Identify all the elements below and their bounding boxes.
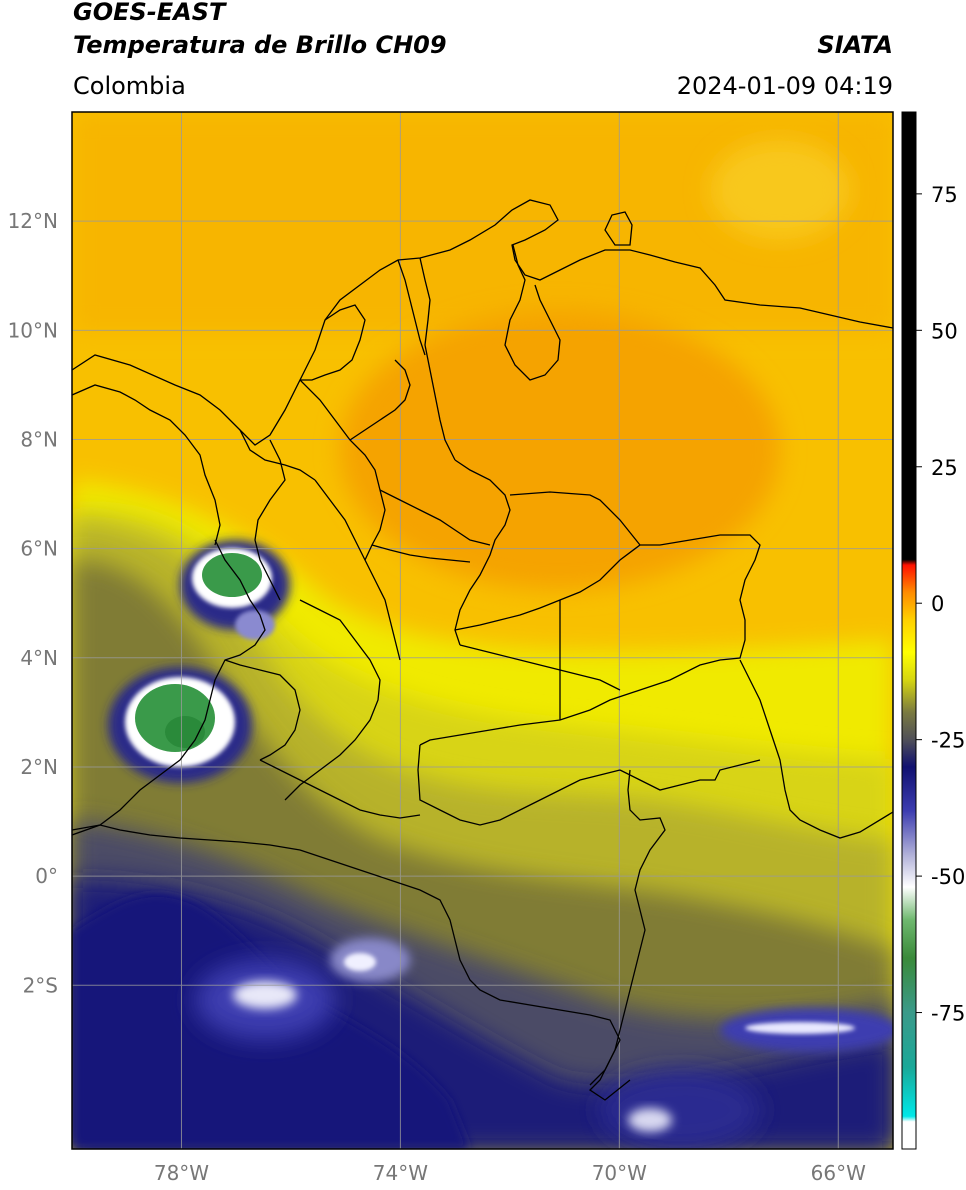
lon-tick-label: 66°W — [811, 1161, 866, 1185]
colorbar-tick-label: -50 — [931, 865, 965, 889]
satellite-title: GOES-EAST — [73, 0, 226, 26]
lon-tick-label: 78°W — [154, 1161, 209, 1185]
lon-tick-label: 74°W — [373, 1161, 428, 1185]
latitude-labels: 12°N 10°N 8°N 6°N 4°N 2°N 0° 2°S — [8, 209, 58, 997]
lat-tick-label: 0° — [35, 864, 58, 888]
product-title: Temperatura de Brillo CH09 — [73, 31, 447, 59]
lat-tick-label: 8°N — [20, 427, 58, 451]
colorbar-tick-label: -25 — [931, 729, 965, 753]
lat-tick-label: 12°N — [8, 209, 58, 233]
lon-tick-label: 70°W — [592, 1161, 647, 1185]
country-borders — [72, 199, 893, 1101]
map-frame — [71, 111, 894, 1150]
colorbar-tick-label: 75 — [931, 183, 958, 207]
satellite-imagery — [72, 112, 893, 1149]
colorbar-tick-label: -75 — [931, 1002, 965, 1026]
colorbar-ramp — [901, 111, 917, 1150]
lat-tick-label: 6°N — [20, 537, 58, 561]
longitude-labels: 78°W 74°W 70°W 66°W — [154, 1161, 866, 1185]
colorbar-tick-label: 50 — [931, 319, 958, 343]
lat-tick-label: 2°S — [23, 973, 58, 997]
lat-tick-label: 2°N — [20, 755, 58, 779]
region-label: Colombia — [73, 72, 186, 100]
colorbar-tick-label: 25 — [931, 456, 958, 480]
colorbar: 75 50 25 0 -25 -50 -75 — [901, 111, 965, 1150]
brand-label: SIATA — [817, 31, 893, 59]
lat-tick-label: 10°N — [8, 318, 58, 342]
colorbar-ticks: 75 50 25 0 -25 -50 -75 — [916, 183, 965, 1026]
graticule — [72, 112, 893, 1149]
colorbar-tick-label: 0 — [931, 592, 944, 616]
datetime-label: 2024-01-09 04:19 — [676, 72, 893, 100]
lat-tick-label: 4°N — [20, 646, 58, 670]
